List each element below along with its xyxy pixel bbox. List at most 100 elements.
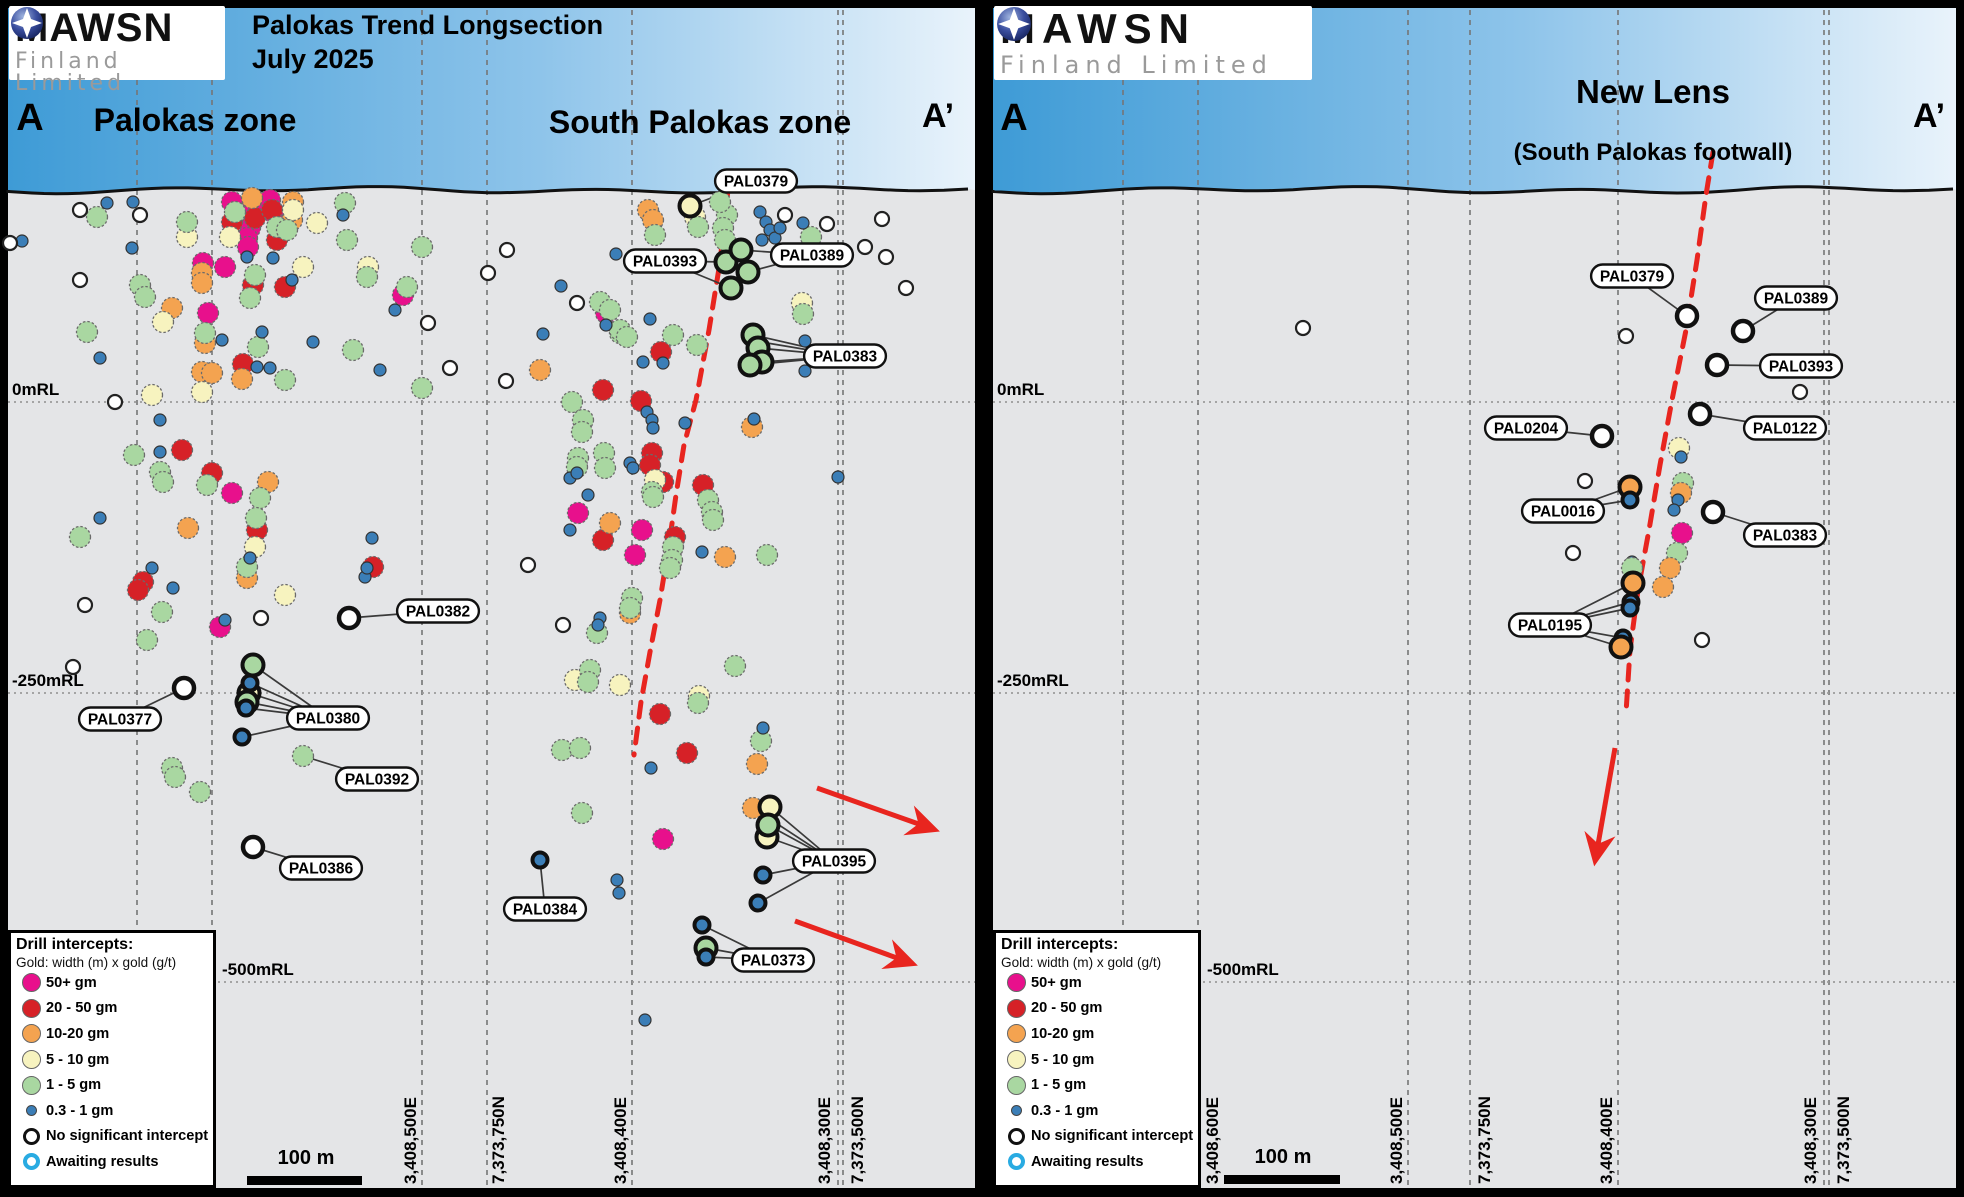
- drill-intercept-b-labeled: [692, 915, 712, 935]
- legend-item: 50+ gm: [16, 970, 213, 996]
- hole-label-text: PAL0016: [1531, 504, 1596, 521]
- drill-intercept-b-labeled: [236, 698, 256, 718]
- drill-intercept-b: [798, 334, 812, 348]
- drill-intercept-g: [410, 376, 434, 400]
- drill-intercept-b: [591, 618, 605, 632]
- drill-intercept-g: [618, 596, 642, 620]
- drill-intercept-g-labeled: [755, 812, 781, 838]
- drill-intercept-w: [856, 238, 874, 256]
- drill-intercept-b: [644, 761, 658, 775]
- hole-label-pill: [791, 848, 877, 874]
- drill-intercept-b-labeled: [1620, 490, 1640, 510]
- hole-label-text: PAL0195: [1518, 618, 1583, 635]
- no-significant-intercept-labeled: [336, 605, 362, 631]
- legend-title: Drill intercepts:: [16, 936, 134, 953]
- legend-item-label: 20 - 50 gm: [1031, 1000, 1103, 1017]
- drill-intercept-m: [1670, 521, 1694, 545]
- drill-intercept-g: [291, 744, 315, 768]
- drill-intercept-o: [745, 752, 769, 776]
- legend-item-label: 1 - 5 gm: [1031, 1077, 1087, 1094]
- hole-label-text: PAL0377: [88, 712, 152, 729]
- drill-intercept-g: [701, 508, 725, 532]
- drill-intercept-g: [238, 286, 262, 310]
- legend-swatch-big-icon: [1001, 1075, 1031, 1095]
- drill-intercept-g: [749, 729, 773, 753]
- logo-word-b: N: [143, 6, 174, 50]
- drill-intercept-b: [243, 551, 257, 565]
- drill-intercept-w: [131, 206, 149, 224]
- legend-swatch-big-icon: [16, 1050, 46, 1070]
- drill-intercept-g: [193, 321, 217, 345]
- no-significant-intercept-labeled: [1704, 352, 1730, 378]
- drill-intercept-y: [218, 225, 242, 249]
- drill-intercept-o-labeled: [1608, 634, 1634, 660]
- drill-intercept-y: [281, 198, 305, 222]
- drill-intercept-m: [651, 827, 675, 851]
- drill-intercept-w: [873, 210, 891, 228]
- drill-intercept-r: [591, 378, 615, 402]
- legend-item: No significant intercept: [16, 1124, 213, 1150]
- no-significant-intercept-labeled: [171, 675, 197, 701]
- section-marker-a: A: [1000, 97, 1027, 139]
- drill-intercept-b: [831, 470, 845, 484]
- zone-title: Palokas zone: [94, 102, 297, 138]
- legend-swatch-big-icon: [1001, 1024, 1031, 1044]
- drill-intercept-g: [188, 780, 212, 804]
- zone-title: South Palokas zone: [549, 104, 851, 140]
- drill-intercept-b: [100, 196, 114, 210]
- drill-intercept-b: [1674, 450, 1688, 464]
- legend-item-label: 5 - 10 gm: [1031, 1051, 1095, 1068]
- mawson-logo-right: MAWS N Finland Limited: [994, 6, 1312, 80]
- drill-intercept-b: [145, 561, 159, 575]
- hole-label-text: PAL0379: [724, 174, 789, 191]
- hole-label-pill: [1758, 353, 1844, 379]
- rl-label: 0mRL: [997, 380, 1044, 399]
- drill-intercept-b: [570, 466, 584, 480]
- surface-line: [6, 185, 969, 196]
- scale-bar-label: 100 m: [278, 1147, 335, 1169]
- drill-intercept-m: [220, 481, 244, 505]
- drill-intercept-w: [419, 314, 437, 332]
- legend-subtitle: Gold: width (m) x gold (g/t): [16, 955, 177, 970]
- drill-intercept-r: [675, 741, 699, 765]
- hole-label-pill: [1507, 612, 1593, 638]
- drill-intercept-b: [1667, 503, 1681, 517]
- drill-intercept-b: [93, 511, 107, 525]
- drill-intercept-b: [240, 250, 254, 264]
- drill-intercept-g: [685, 333, 709, 357]
- legend-rows: 50+ gm 20 - 50 gm 10-20 gm 5 - 10 gm 1 - 5 g…: [1001, 970, 1198, 1175]
- hole-label-text: PAL0386: [289, 861, 354, 878]
- hole-label-pill: [622, 248, 708, 274]
- drill-intercept-g: [723, 654, 747, 678]
- section-marker-a-prime: A’: [922, 97, 954, 135]
- drill-intercept-g: [641, 485, 665, 509]
- drill-intercept-g: [570, 420, 594, 444]
- legend-swatch-nosig-icon: [1001, 1127, 1031, 1145]
- rl-label: 0mRL: [12, 380, 59, 399]
- legend-swatch-small-icon: [16, 1105, 46, 1117]
- drill-intercept-g: [163, 765, 187, 789]
- drill-intercept-g: [560, 390, 584, 414]
- drill-intercept-y: [608, 673, 632, 697]
- drill-intercept-g: [195, 473, 219, 497]
- drill-intercept-g-labeled: [240, 652, 266, 678]
- drill-intercept-b: [536, 327, 550, 341]
- drill-intercept-y: [305, 211, 329, 235]
- logo-subtitle: Finland Limited: [1000, 51, 1273, 79]
- drill-intercept-w: [252, 609, 270, 627]
- drill-intercept-b-labeled: [753, 865, 773, 885]
- drill-intercept-g: [246, 335, 270, 359]
- drill-intercept-r: [170, 438, 194, 462]
- drill-intercept-b: [755, 233, 769, 247]
- legend-item: 50+ gm: [1001, 970, 1198, 996]
- drill-intercept-b: [636, 355, 650, 369]
- drill-intercept-g: [175, 210, 199, 234]
- plunge-arrow: [794, 918, 918, 970]
- drill-intercept-r: [591, 528, 615, 552]
- drill-intercept-b: [250, 360, 264, 374]
- axis-label: 3,408,600E: [1203, 1097, 1222, 1184]
- drill-intercept-b: [153, 445, 167, 459]
- drill-intercept-b: [360, 561, 374, 575]
- no-significant-intercept-labeled: [1730, 318, 1756, 344]
- drill-intercept-g: [223, 200, 247, 224]
